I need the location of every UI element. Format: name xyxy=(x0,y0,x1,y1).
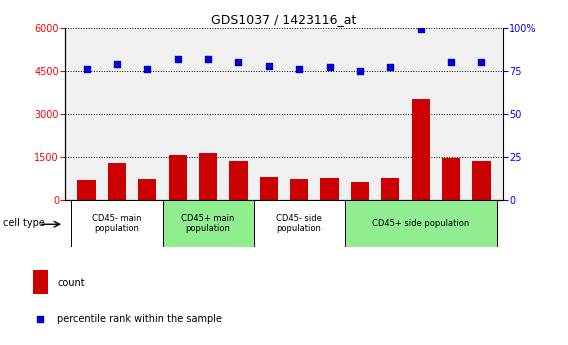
Point xyxy=(356,68,365,73)
Bar xyxy=(138,179,156,200)
Point xyxy=(173,56,182,61)
Text: CD45- main
population: CD45- main population xyxy=(92,214,141,233)
Text: count: count xyxy=(57,278,85,288)
Point xyxy=(234,59,243,65)
Bar xyxy=(77,180,95,200)
Bar xyxy=(320,178,339,200)
Bar xyxy=(260,177,278,200)
Bar xyxy=(33,270,48,294)
Text: cell type: cell type xyxy=(3,218,45,227)
Bar xyxy=(290,179,308,200)
Bar xyxy=(72,200,162,247)
Point xyxy=(477,59,486,65)
Bar xyxy=(473,161,491,200)
Point xyxy=(112,61,122,67)
Bar xyxy=(229,161,248,200)
Point xyxy=(386,65,395,70)
Point xyxy=(295,66,304,72)
Point xyxy=(325,65,334,70)
Point xyxy=(82,66,91,72)
Bar xyxy=(381,178,399,200)
Bar xyxy=(442,158,460,200)
Text: CD45- side
population: CD45- side population xyxy=(276,214,322,233)
Text: percentile rank within the sample: percentile rank within the sample xyxy=(57,314,222,324)
Bar xyxy=(254,200,345,247)
Bar xyxy=(162,200,254,247)
Bar xyxy=(169,155,187,200)
Bar xyxy=(199,152,217,200)
Point xyxy=(416,27,425,32)
Text: CD45+ main
population: CD45+ main population xyxy=(181,214,235,233)
Point xyxy=(264,63,273,68)
Point xyxy=(203,56,212,61)
Bar xyxy=(412,99,430,200)
Bar xyxy=(345,200,496,247)
Point xyxy=(375,59,384,64)
Bar xyxy=(351,182,369,200)
Text: CD45+ side population: CD45+ side population xyxy=(372,219,469,228)
Point xyxy=(143,66,152,72)
Bar xyxy=(108,163,126,200)
Point xyxy=(446,59,456,65)
Title: GDS1037 / 1423116_at: GDS1037 / 1423116_at xyxy=(211,13,357,27)
